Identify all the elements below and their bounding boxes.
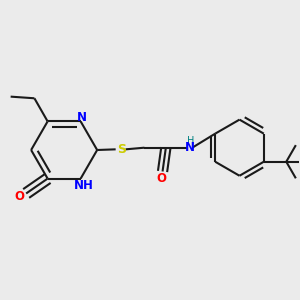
Text: S: S — [117, 143, 126, 156]
Text: N: N — [77, 111, 87, 124]
Text: H: H — [187, 136, 195, 146]
Text: O: O — [15, 190, 25, 202]
Text: N: N — [185, 140, 195, 154]
Text: NH: NH — [74, 179, 94, 192]
Text: O: O — [156, 172, 166, 185]
